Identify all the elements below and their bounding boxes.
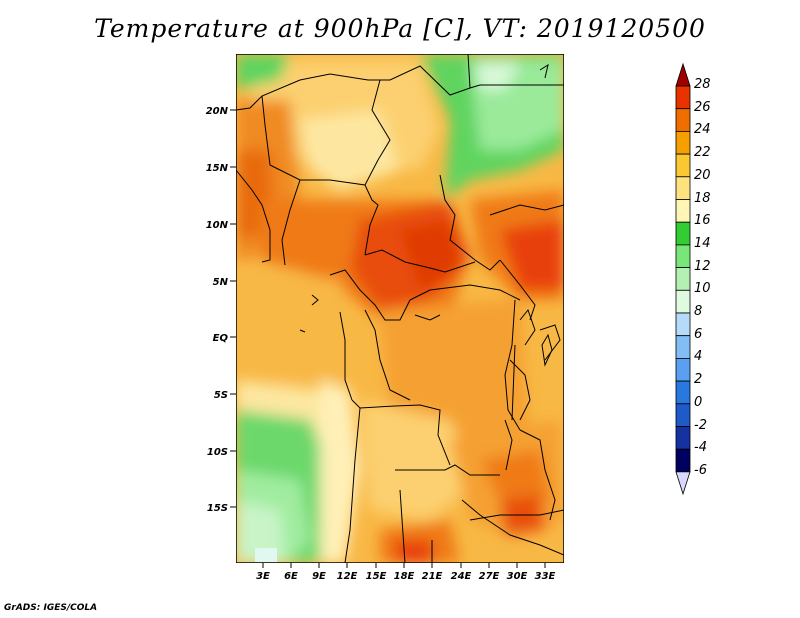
lon-tick-label: 27E <box>479 571 500 582</box>
colorbar-label: 0 <box>694 394 703 410</box>
colorbar-label: 24 <box>694 122 711 138</box>
colorbar-bottom-arrow <box>675 471 691 496</box>
colorbar-swatch <box>675 85 691 110</box>
colorbar-label: 16 <box>694 213 711 229</box>
colorbar-label: -4 <box>694 440 707 456</box>
lon-tick-label: 18E <box>394 571 415 582</box>
colorbar-swatch <box>675 199 691 223</box>
lat-tick-label: 15S <box>207 503 228 514</box>
colorbar-label: -6 <box>694 462 707 478</box>
lon-tick-label: 15E <box>366 571 387 582</box>
lat-tick-label: EQ <box>213 333 229 344</box>
colorbar-label: 20 <box>694 167 711 183</box>
colorbar-swatch <box>675 448 691 473</box>
colorbar-swatch <box>675 221 691 246</box>
lon-tick-label: 9E <box>312 571 326 582</box>
colorbar-swatch <box>675 176 691 200</box>
longitude-axis: 3E 6E 9E 12E 15E 18E 21E 24E 27E 30E 33E <box>256 563 556 582</box>
colorbar-swatch <box>675 130 691 155</box>
lon-tick-label: 6E <box>284 571 298 582</box>
colorbar-label: 4 <box>694 349 703 365</box>
colorbar-swatch <box>675 426 691 450</box>
colorbar <box>675 62 691 496</box>
colorbar-label: 12 <box>694 258 711 274</box>
colorbar-label: 8 <box>694 304 703 319</box>
colorbar-swatch <box>675 380 691 405</box>
lat-tick-label: 5S <box>214 390 228 401</box>
credit-text: GrADS: IGES/COLA <box>4 603 98 613</box>
lon-tick-label: 24E <box>451 571 472 582</box>
lon-tick-label: 12E <box>337 571 358 582</box>
colorbar-swatch <box>675 335 691 359</box>
colorbar-label: 18 <box>694 190 711 206</box>
colorbar-swatch <box>675 357 691 382</box>
lon-tick-label: 3E <box>256 571 270 582</box>
lat-tick-label: 15N <box>206 163 229 174</box>
colorbar-swatch <box>675 153 691 178</box>
colorbar-label: 28 <box>694 77 711 92</box>
colorbar-label: -2 <box>694 417 707 433</box>
lon-tick-label: 33E <box>535 571 556 582</box>
colorbar-label: 10 <box>694 281 711 297</box>
colorbar-label: 26 <box>694 99 711 115</box>
colorbar-swatch <box>675 289 691 314</box>
latitude-axis: 20N 15N 10N 5N EQ 5S 10S 15S <box>206 106 236 514</box>
lon-tick-label: 21E <box>422 571 443 582</box>
colorbar-top-arrow <box>675 62 691 87</box>
colorbar-swatch <box>675 403 691 427</box>
lon-tick-label: 30E <box>507 571 528 582</box>
colorbar-swatch <box>675 108 691 132</box>
chart-title: Temperature at 900hPa [C], VT: 201912050… <box>94 14 706 43</box>
temperature-field <box>236 54 564 563</box>
lat-tick-label: 10S <box>207 447 228 458</box>
colorbar-swatch <box>675 244 691 268</box>
lat-tick-label: 20N <box>206 106 229 117</box>
colorbar-label: 22 <box>694 145 711 161</box>
colorbar-label: 6 <box>694 326 703 342</box>
lat-tick-label: 5N <box>213 277 229 288</box>
colorbar-swatch <box>675 267 691 291</box>
colorbar-label: 2 <box>694 372 703 388</box>
colorbar-label: 14 <box>694 235 711 251</box>
lat-tick-label: 10N <box>206 220 229 231</box>
colorbar-swatch <box>675 312 691 337</box>
